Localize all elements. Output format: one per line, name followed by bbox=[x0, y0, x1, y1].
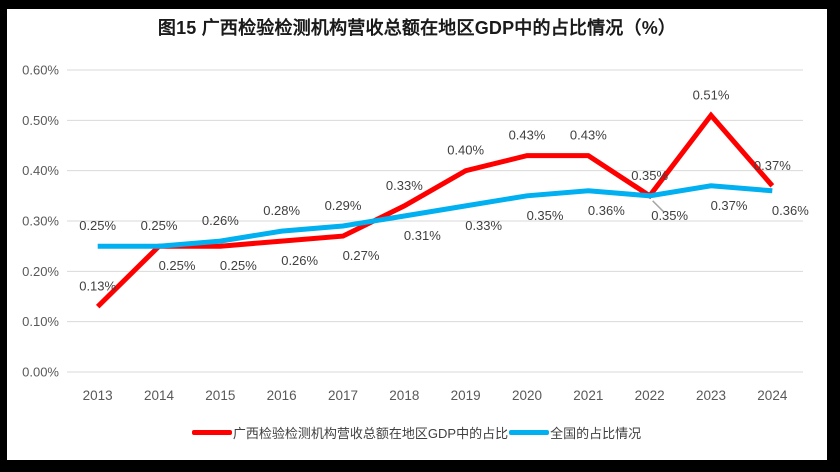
legend-label-national-ratio: 全国的占比情况 bbox=[550, 426, 642, 441]
national-ratio-data-label: 0.36% bbox=[588, 203, 625, 218]
guangxi-gdp-ratio-line bbox=[95, 111, 775, 309]
x-axis-tick-label: 2017 bbox=[328, 388, 358, 403]
guangxi-gdp-ratio-data-label: 0.35% bbox=[631, 168, 668, 183]
line-chart-plot: 0.00% 0.10% 0.20% 0.30% 0.40% 0.50% 0.60% 2013 2… bbox=[22, 63, 809, 404]
guangxi-gdp-ratio-data-label: 0.27% bbox=[343, 248, 380, 263]
national-ratio-data-label: 0.35% bbox=[651, 208, 688, 223]
chart-canvas: 图15 广西检验检测机构营收总额在地区GDP中的占比情况（%） 0.00% 0.1… bbox=[7, 9, 827, 460]
national-ratio-data-label: 0.33% bbox=[465, 218, 502, 233]
legend-swatch-national-ratio bbox=[509, 430, 550, 435]
legend-item-national-ratio: 全国的占比情况 bbox=[509, 423, 642, 442]
national-ratio-data-label: 0.28% bbox=[263, 203, 300, 218]
x-axis-tick-label: 2022 bbox=[635, 388, 665, 403]
y-axis-tick-label: 0.00% bbox=[22, 365, 59, 380]
x-axis-tick-label: 2018 bbox=[389, 388, 419, 403]
y-axis-tick-label: 0.40% bbox=[22, 163, 59, 178]
legend-label-guangxi-gdp-ratio: 广西检验检测机构营收总额在地区GDP中的占比 bbox=[232, 426, 509, 441]
guangxi-gdp-ratio-data-label: 0.51% bbox=[693, 87, 730, 102]
legend-swatch-guangxi-gdp-ratio bbox=[191, 430, 232, 435]
y-axis-tick-label: 0.50% bbox=[22, 113, 59, 128]
chart-title: 图15 广西检验检测机构营收总额在地区GDP中的占比情况（%） bbox=[157, 18, 677, 38]
national-ratio-data-label: 0.26% bbox=[202, 213, 239, 228]
national-ratio-line bbox=[97, 183, 773, 249]
x-axis-tick-label: 2016 bbox=[267, 388, 297, 403]
national-ratio-data-label: 0.31% bbox=[404, 228, 441, 243]
guangxi-gdp-ratio-data-label: 0.37% bbox=[754, 158, 791, 173]
x-axis-tick-label: 2021 bbox=[573, 388, 603, 403]
guangxi-gdp-ratio-data-label: 0.40% bbox=[447, 143, 484, 158]
guangxi-gdp-ratio-data-label: 0.25% bbox=[220, 258, 257, 273]
national-ratio-data-label: 0.29% bbox=[325, 198, 362, 213]
y-axis-tick-label: 0.30% bbox=[22, 214, 59, 229]
x-axis-tick-label: 2024 bbox=[757, 388, 788, 403]
national-ratio-data-label: 0.36% bbox=[772, 203, 809, 218]
guangxi-gdp-ratio-data-label: 0.26% bbox=[281, 253, 318, 268]
national-ratio-data-label: 0.25% bbox=[79, 218, 116, 233]
guangxi-gdp-ratio-data-label: 0.33% bbox=[386, 178, 423, 193]
y-axis-tick-label: 0.20% bbox=[22, 264, 59, 279]
national-ratio-data-label: 0.35% bbox=[527, 208, 564, 223]
legend-item-guangxi-gdp-ratio: 广西检验检测机构营收总额在地区GDP中的占比 bbox=[191, 423, 509, 442]
y-axis-tick-label: 0.60% bbox=[22, 63, 59, 78]
x-axis-tick-label: 2019 bbox=[451, 388, 481, 403]
x-axis-tick-label: 2015 bbox=[205, 388, 235, 403]
x-axis-tick-label: 2014 bbox=[144, 388, 175, 403]
national-ratio-data-label: 0.37% bbox=[711, 198, 748, 213]
guangxi-gdp-ratio-data-label: 0.25% bbox=[159, 258, 196, 273]
x-axis-tick-label: 2020 bbox=[512, 388, 542, 403]
x-axis-tick-label: 2013 bbox=[83, 388, 113, 403]
guangxi-gdp-ratio-data-label: 0.43% bbox=[570, 128, 607, 143]
x-axis-tick-label: 2023 bbox=[696, 388, 726, 403]
national-ratio-data-label: 0.25% bbox=[141, 218, 178, 233]
guangxi-gdp-ratio-data-label: 0.43% bbox=[509, 128, 546, 143]
guangxi-gdp-ratio-data-label: 0.13% bbox=[79, 279, 116, 294]
y-axis-tick-label: 0.10% bbox=[22, 314, 59, 329]
label-leader-line bbox=[652, 200, 665, 213]
chart-legend: 广西检验检测机构营收总额在地区GDP中的占比 全国的占比情况 bbox=[7, 423, 827, 442]
